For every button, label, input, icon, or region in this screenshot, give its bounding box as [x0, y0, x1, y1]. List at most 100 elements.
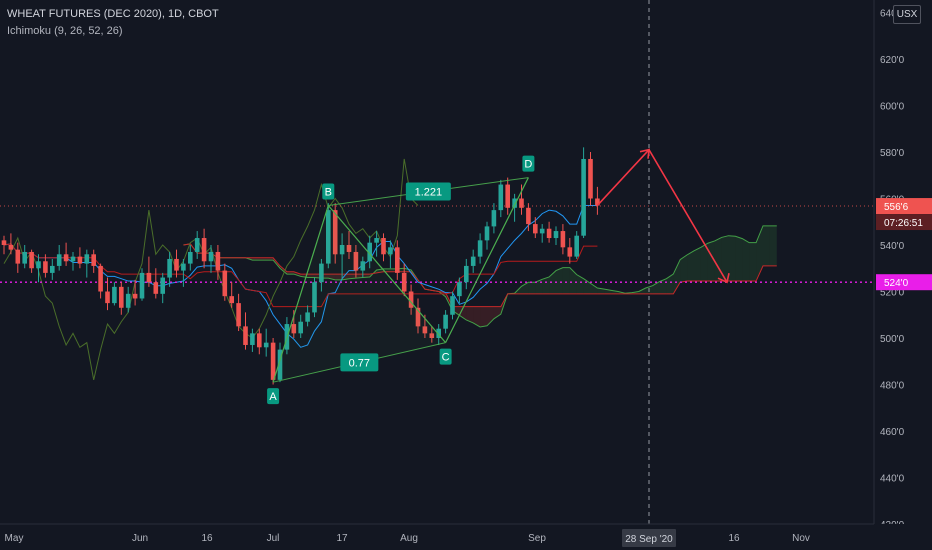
candle: [360, 256, 366, 278]
time-tick-label: 16: [201, 533, 213, 544]
cloud-segment: [769, 225, 777, 266]
price-axis[interactable]: 420'0440'0460'0480'0500'0520'0540'0560'0…: [873, 0, 932, 531]
price-tick-label: 640'0: [880, 9, 905, 20]
currency-button[interactable]: USX: [893, 5, 921, 24]
ichimoku-lines: [3, 158, 777, 380]
candle: [229, 282, 234, 308]
candle-body: [353, 251, 359, 271]
candle-body: [539, 228, 545, 234]
candle: [526, 203, 531, 232]
candle: [257, 328, 262, 355]
candle-body: [15, 249, 21, 264]
candle-body: [153, 282, 159, 294]
candle-body: [574, 235, 579, 257]
candle: [63, 242, 69, 266]
candle: [8, 233, 14, 255]
candle: [181, 258, 186, 287]
pattern-point-badge: [522, 155, 535, 172]
candle: [408, 284, 414, 315]
cloud-segment: [562, 267, 570, 294]
candle-body: [243, 326, 248, 345]
candle: [464, 258, 469, 290]
cloud-segment: [728, 235, 736, 282]
cloud-segment: [687, 250, 694, 282]
candle-body: [250, 333, 255, 345]
candle: [236, 293, 241, 332]
cloud-segment: [638, 288, 646, 294]
pattern-point-badge: [439, 348, 452, 365]
candle-body: [201, 238, 207, 262]
candle: [429, 326, 435, 343]
cloud-segment: [349, 274, 356, 279]
candle: [312, 277, 317, 318]
candle: [194, 231, 200, 259]
candle: [250, 328, 255, 352]
candle-body: [395, 247, 400, 273]
ratio-bd-label-bg: [405, 182, 451, 201]
candle-body: [319, 263, 324, 283]
candle-body: [208, 251, 214, 262]
senkou-span-b: [183, 243, 777, 308]
arrow-head-down: [717, 273, 730, 284]
candle: [367, 235, 372, 269]
countdown-tag: [876, 214, 932, 231]
target-price-tag: [876, 274, 932, 291]
cloud-segment: [666, 274, 674, 294]
candle-body: [526, 207, 531, 225]
candle-body: [339, 245, 345, 255]
candle-body: [298, 321, 303, 334]
cloud-segment: [466, 306, 474, 323]
candle: [546, 221, 552, 243]
pattern-leg: [272, 205, 329, 383]
candle-body: [174, 258, 179, 271]
candle: [443, 310, 448, 334]
candle: [477, 233, 483, 264]
candle-body: [229, 296, 234, 304]
candle-body: [595, 198, 600, 206]
time-tick-label: Nov: [792, 533, 810, 544]
candle-body: [422, 326, 428, 334]
cloud-segment: [252, 257, 260, 261]
candle: [56, 245, 62, 271]
candle-body: [181, 263, 186, 271]
candle: [36, 254, 41, 283]
candle-body: [188, 251, 193, 264]
projection-arrows: [596, 148, 730, 284]
cloud-segment: [535, 279, 543, 294]
cloud-segment: [383, 268, 391, 272]
candle: [174, 249, 179, 278]
cloud-segment: [480, 306, 487, 327]
cloud-segment: [528, 282, 536, 294]
indicator-legend[interactable]: Ichimoku (9, 26, 52, 26): [7, 25, 123, 37]
candle: [160, 272, 165, 304]
candle: [112, 282, 117, 306]
candle-body: [291, 324, 297, 334]
price-tick-label: 540'0: [880, 241, 905, 252]
candle: [415, 298, 421, 334]
cloud-segment: [487, 306, 494, 326]
candle: [125, 286, 131, 313]
candle-body: [457, 282, 462, 297]
candle-body: [346, 245, 352, 252]
cloud-segment: [307, 274, 315, 278]
time-axis[interactable]: May Jun 16 Jul 17 Aug Sep 16 Nov 28 Sep '20: [0, 523, 932, 550]
candle-body: [119, 286, 124, 308]
symbol-title[interactable]: WHEAT FUTURES (DEC 2020), 1D, CBOT: [7, 8, 219, 20]
candle: [208, 245, 214, 273]
candle-body: [112, 286, 117, 304]
time-tick-label: 17: [336, 533, 348, 544]
candle: [222, 263, 228, 301]
cloud-segment: [742, 238, 750, 282]
pattern-point-label: C: [442, 352, 450, 364]
cloud-segment: [556, 267, 563, 294]
candle-body: [470, 256, 476, 266]
candle: [50, 258, 55, 280]
candle: [201, 228, 207, 269]
candle-body: [381, 238, 386, 255]
candle: [457, 277, 462, 304]
cloud-segment: [493, 306, 501, 319]
candle-body: [125, 293, 131, 308]
candle-body: [332, 210, 338, 255]
candle: [388, 240, 393, 269]
